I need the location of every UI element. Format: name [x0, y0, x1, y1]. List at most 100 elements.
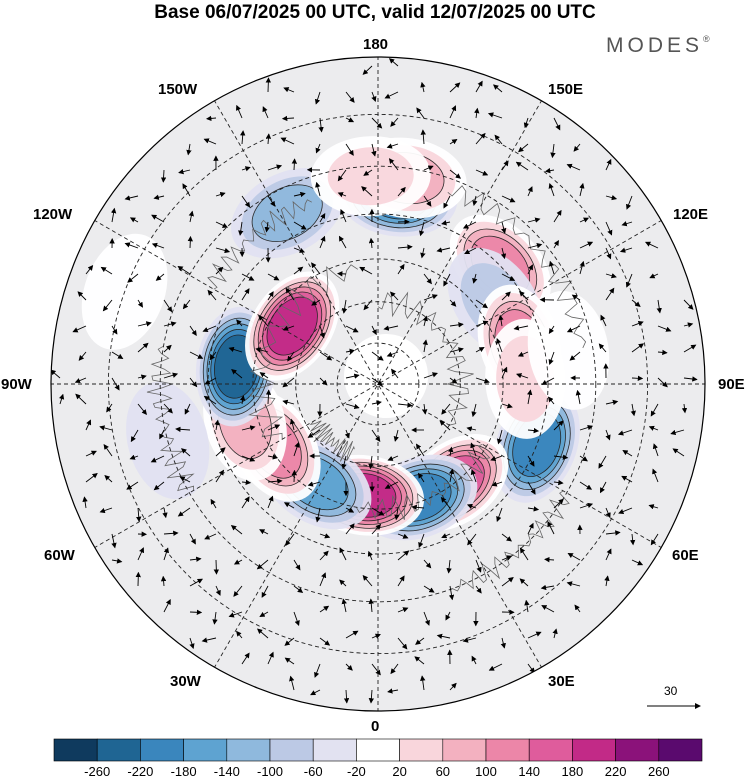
wind-arrow [240, 130, 246, 145]
wind-arrow [285, 533, 295, 547]
wind-arrow [501, 160, 509, 171]
wind-arrow [282, 399, 295, 405]
wind-arrow [471, 655, 477, 665]
wind-arrow [319, 377, 328, 386]
wind-arrow [371, 507, 385, 516]
wind-arrow [238, 221, 244, 236]
wind-arrow [672, 448, 685, 457]
wind-arrow [189, 578, 203, 587]
wind-arrow [553, 479, 564, 486]
wind-arrow [189, 609, 203, 615]
wind-arrow [241, 273, 255, 281]
wind-arrow [341, 455, 347, 470]
colorbar-swatch [615, 738, 660, 762]
wind-arrow [498, 314, 504, 327]
wind-arrow [573, 143, 581, 152]
wind-arrow [262, 106, 269, 119]
wind-arrow [501, 366, 508, 379]
wind-arrow [371, 400, 382, 406]
wind-arrow [446, 559, 452, 574]
wind-arrow [605, 287, 615, 301]
wind-arrow [181, 448, 191, 457]
wind-arrow [228, 611, 243, 618]
wind-arrow [416, 443, 425, 457]
wind-arrow [214, 419, 220, 431]
wind-arrow [540, 584, 555, 591]
wind-arrow [177, 507, 191, 517]
wind-arrow [441, 220, 451, 226]
wind-arrow [569, 351, 581, 361]
wind-arrow [311, 299, 321, 306]
wind-arrow [500, 637, 506, 649]
wind-arrow [319, 605, 330, 613]
wind-arrow [259, 611, 269, 617]
wind-arrow [111, 351, 124, 359]
lon-label-120w: 120W [33, 206, 73, 223]
wind-arrow [397, 244, 413, 250]
wind-arrow [501, 291, 511, 301]
wind-arrow [501, 555, 513, 561]
wind-arrow [265, 389, 272, 405]
wind-arrow [163, 344, 172, 353]
wind-arrow [371, 429, 381, 442]
colorbar-swatch [572, 738, 616, 762]
wind-arrow [359, 266, 373, 275]
wind-arrow [579, 260, 585, 275]
wind-arrow [343, 689, 350, 704]
wind-arrow [449, 169, 462, 179]
wind-arrow [259, 529, 269, 535]
colorbar-swatch [53, 738, 98, 762]
wind-arrow [475, 559, 482, 573]
wind-arrow [605, 273, 617, 279]
wind-arrow [319, 325, 325, 339]
wind-arrow [137, 299, 143, 308]
wind-arrow [126, 481, 139, 490]
wind-arrow [210, 498, 217, 509]
wind-arrow [282, 377, 295, 388]
wind-arrow [233, 559, 243, 565]
wind-arrow [203, 395, 217, 405]
wind-arrow [163, 547, 169, 561]
wind-arrow [241, 652, 250, 665]
wind-arrow [291, 469, 297, 483]
wind-arrow [415, 637, 425, 645]
wind-arrow [215, 221, 229, 228]
wind-arrow [423, 559, 432, 569]
wind-arrow [605, 247, 612, 260]
wind-arrow [475, 132, 486, 145]
wind-arrow [202, 325, 217, 333]
wind-arrow [201, 637, 217, 643]
wind-arrow [189, 325, 197, 336]
registered-mark: ® [703, 34, 710, 44]
wind-arrow [188, 210, 194, 223]
wind-arrow [494, 134, 503, 145]
wind-arrow [519, 578, 529, 587]
wind-arrow [215, 585, 221, 596]
wind-arrow [650, 533, 659, 546]
wind-arrow [267, 651, 274, 665]
wind-arrow [99, 507, 113, 514]
wind-arrow [423, 585, 435, 593]
wind-arrow [464, 247, 477, 255]
wind-arrow [111, 325, 118, 335]
wind-arrow [649, 273, 659, 279]
colorbar-tick-label: -100 [256, 764, 284, 779]
wind-arrow [490, 455, 503, 462]
wind-arrow [215, 469, 224, 483]
wind-arrow [368, 598, 374, 613]
wind-arrow [631, 375, 644, 381]
wind-arrow [127, 273, 139, 283]
wind-arrow [475, 585, 482, 594]
wind-arrow [547, 396, 555, 405]
wind-arrow [162, 507, 168, 519]
wind-arrow [631, 559, 644, 566]
wind-arrow [106, 403, 113, 413]
wind-arrow [657, 325, 672, 332]
wind-arrow [319, 213, 326, 223]
wind-arrow [315, 181, 321, 197]
wind-arrow [284, 637, 295, 646]
wind-arrow [287, 351, 295, 362]
wind-arrow [625, 273, 633, 288]
wind-arrow [445, 611, 451, 621]
wind-arrow [129, 217, 139, 223]
